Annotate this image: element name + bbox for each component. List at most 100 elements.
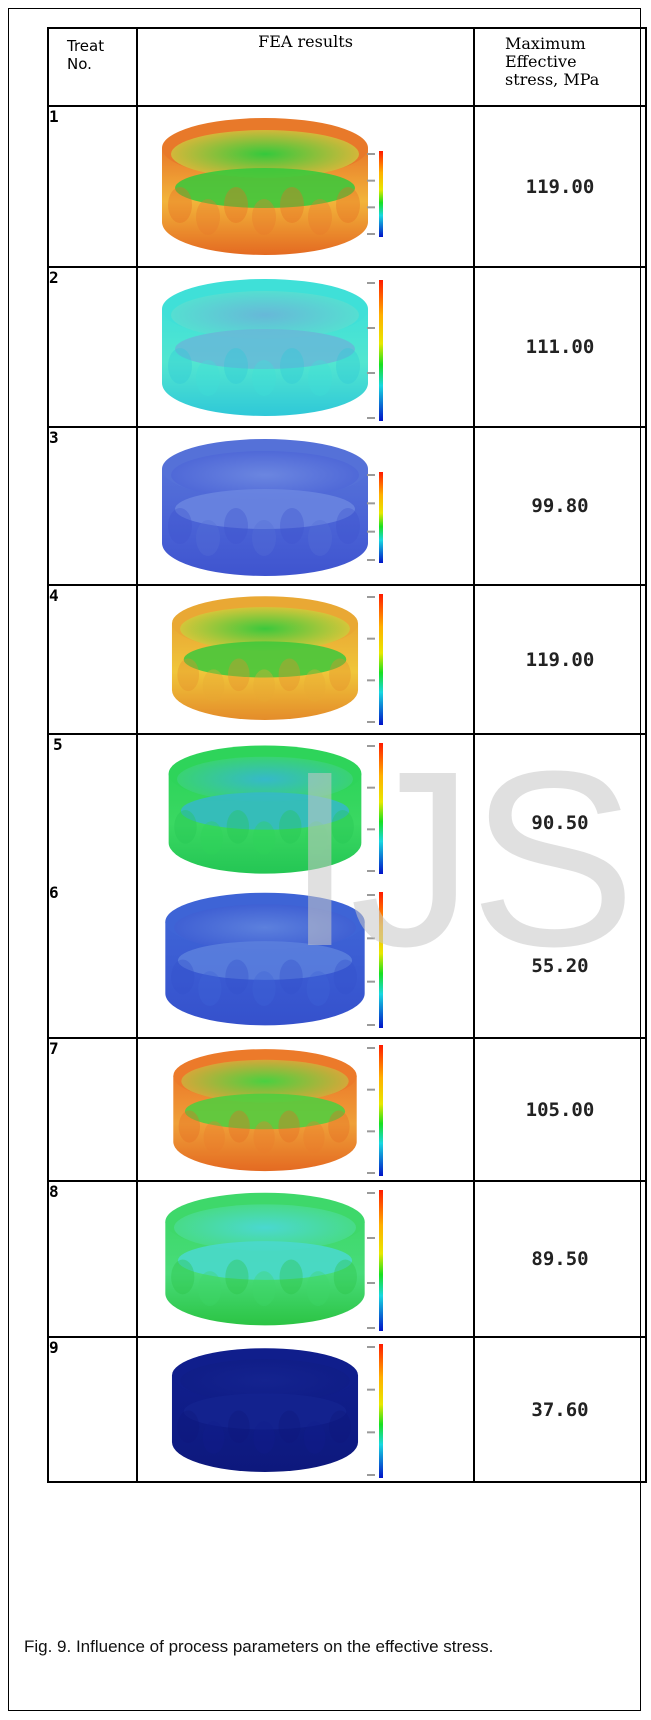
scale-tick-label (367, 1388, 375, 1391)
header-max-line1: Maximum (505, 34, 586, 53)
table-row: 7 105.00 (47, 1037, 647, 1182)
stress-patch (252, 1271, 276, 1306)
cylinder-inner (177, 756, 353, 802)
cylinder-floor (183, 641, 347, 678)
fea-cylinder-image (165, 1192, 365, 1326)
scale-tick-label (367, 980, 375, 983)
stress-patch (252, 971, 276, 1006)
stress-patch (168, 187, 192, 223)
stress-patch (227, 658, 250, 692)
stress-patch (279, 810, 302, 844)
color-scale-bar (367, 1045, 383, 1176)
stress-patch (252, 520, 276, 556)
scale-gradient (379, 151, 383, 237)
stress-patch (333, 1259, 357, 1295)
cylinder-floor (177, 1241, 353, 1280)
color-scale-bar (367, 151, 383, 237)
table-row: 1 119.00 (47, 105, 647, 268)
stress-patch (306, 971, 330, 1006)
scale-gradient (379, 743, 383, 874)
stress-patch (280, 187, 304, 223)
stress-patch (252, 360, 276, 396)
stress-patch (336, 508, 360, 544)
table-row: 3 99.80 (47, 426, 647, 586)
scale-tick-label (367, 1172, 375, 1174)
treat-number: 1 (49, 107, 59, 126)
stress-patch (196, 360, 220, 396)
scale-tick-label (367, 679, 375, 682)
color-scale-bar (367, 892, 383, 1028)
scale-tick-label (367, 1047, 375, 1049)
fea-cylinder-image (168, 745, 362, 874)
scale-gradient (379, 1344, 383, 1478)
stress-patch (227, 1410, 250, 1444)
stress-patch (198, 971, 222, 1006)
scale-gradient (379, 1190, 383, 1331)
stress-patch (279, 959, 303, 995)
treat-number: 5 (53, 735, 63, 754)
stress-patch (253, 1421, 275, 1454)
scale-tick-label (367, 1024, 375, 1026)
stress-patch (226, 810, 250, 844)
fea-cylinder-image (165, 892, 365, 1026)
color-scale-bar (367, 594, 383, 725)
scale-tick-label (367, 637, 375, 640)
scale-tick-label (367, 559, 375, 561)
table-header-row: Treat No. FEA results Maximum Effective … (47, 27, 647, 107)
fea-image-cell (136, 1180, 475, 1338)
header-max-line3: stress, MPa (505, 70, 600, 89)
stress-patch (196, 199, 220, 235)
scale-tick-label (367, 1130, 375, 1133)
scale-tick-label (367, 786, 375, 789)
stress-patch (198, 1271, 222, 1306)
figure-caption: Fig. 9. Influence of process parameters … (24, 1637, 494, 1656)
stress-patch (336, 348, 360, 384)
stress-patch (328, 1110, 350, 1143)
max-stress-value: 119.00 (525, 175, 595, 198)
stress-patch (168, 348, 192, 384)
scale-tick-label (367, 206, 375, 209)
scale-tick-label (367, 870, 375, 872)
stress-patch (279, 1259, 303, 1295)
fea-cylinder-image (171, 596, 359, 720)
max-stress-value: 55.20 (531, 955, 589, 977)
scale-tick-label (367, 937, 375, 940)
scale-gradient (379, 280, 383, 421)
scale-tick-label (367, 530, 375, 533)
max-stress-value: 37.60 (531, 1398, 589, 1421)
color-scale-bar (367, 1190, 383, 1331)
cylinder-inner (171, 130, 359, 178)
max-stress-value: 111.00 (525, 336, 595, 358)
cylinder-floor (175, 329, 355, 369)
max-stress-value: 90.50 (531, 812, 589, 834)
color-scale-bar (367, 743, 383, 874)
scale-tick-label (367, 894, 375, 896)
header-fea-label: FEA results (258, 32, 353, 51)
cylinder-floor (183, 1393, 347, 1430)
fea-cylinder-image (162, 279, 368, 416)
scale-tick-label (367, 282, 375, 284)
header-max-stress: Maximum Effective stress, MPa (473, 27, 647, 107)
scale-tick-label (367, 1474, 375, 1476)
stress-patch (336, 187, 360, 223)
table-row: 5 6 90.50 55.20 (47, 733, 647, 1039)
scale-tick-label (367, 596, 375, 598)
stress-patch (253, 669, 275, 702)
scale-tick-label (367, 474, 375, 476)
scale-tick-label (367, 417, 375, 419)
scale-gradient (379, 594, 383, 725)
max-stress-value: 99.80 (531, 495, 589, 517)
scale-gradient (379, 472, 383, 563)
fea-image-cell (136, 105, 475, 268)
stress-patch (303, 669, 326, 702)
table-row: 4 119.00 (47, 584, 647, 735)
stress-patch (331, 810, 354, 844)
header-treat-line1: Treat (67, 37, 105, 55)
cylinder-inner (174, 1204, 356, 1251)
stress-patch (333, 959, 357, 995)
fea-cylinder-image (171, 1348, 359, 1472)
treat-number: 4 (49, 586, 59, 605)
stress-patch (200, 821, 223, 855)
scale-tick-label (367, 1088, 375, 1091)
fea-image-cell (136, 733, 475, 1039)
